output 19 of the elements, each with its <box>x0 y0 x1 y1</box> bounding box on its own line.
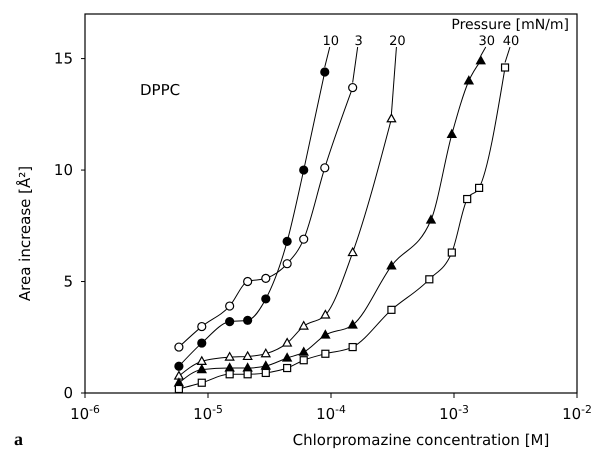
text: 20 <box>389 34 406 49</box>
x-tick-label: 10$^{-6}$ <box>70 402 100 423</box>
x-tick-label: 10$^{-5}$ <box>193 402 223 423</box>
y-tick-label: 15 <box>54 50 73 68</box>
y-axis-title: Area increase [Å²] <box>16 166 34 302</box>
text: a <box>14 429 23 449</box>
x-tick-label: 10$^{-3}$ <box>439 402 469 423</box>
series-label: 10 <box>322 34 340 49</box>
x-tick-label: 10$^{-2}$ <box>562 402 592 423</box>
x-tick-label: 10$^{-4}$ <box>316 402 346 423</box>
series-label: 30 <box>478 34 496 49</box>
text: 3 <box>354 34 363 49</box>
y-tick-label: 5 <box>63 272 73 291</box>
legend-title: Pressure [mN/m] <box>451 17 569 33</box>
annotation: DPPC <box>140 81 180 99</box>
y-tick-label: 0 <box>63 384 73 402</box>
x-axis-title: Chlorpromazine concentration [M] <box>292 431 550 449</box>
series-label: 40 <box>502 34 520 49</box>
y-tick-label: 10 <box>54 161 73 180</box>
